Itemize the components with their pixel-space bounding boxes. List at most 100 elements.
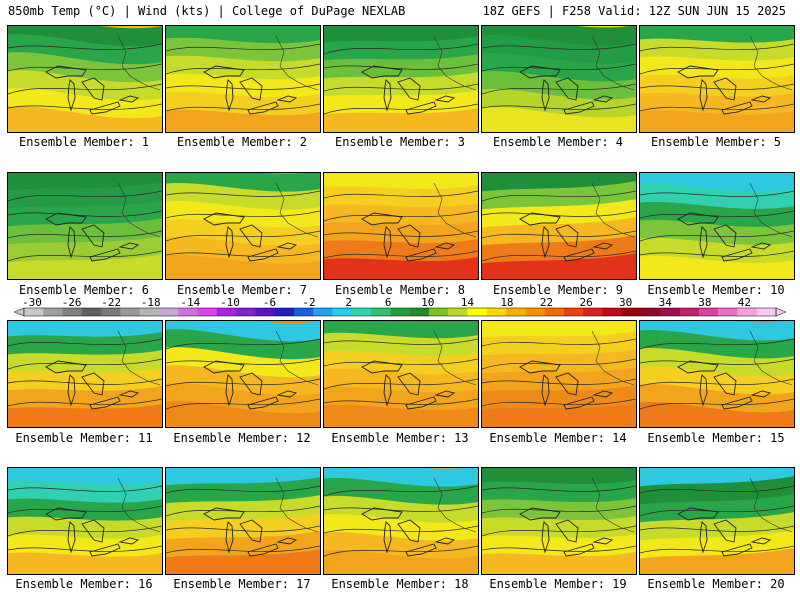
scale-swatch (544, 308, 565, 316)
ensemble-member-map (481, 467, 637, 575)
scale-swatch (583, 308, 603, 316)
member-label: Ensemble Member: 10 (647, 283, 785, 297)
member-label: Ensemble Member: 14 (489, 431, 627, 445)
scale-swatch (506, 308, 526, 316)
great-lakes-outline (203, 477, 319, 557)
scale-arrow-left (14, 307, 25, 317)
ensemble-member-map (323, 467, 479, 575)
ensemble-member-map (7, 467, 163, 575)
great-lakes-outline (203, 182, 319, 262)
great-lakes-outline (677, 330, 793, 410)
scale-swatch (139, 308, 160, 316)
scale-swatch (351, 308, 372, 316)
scale-tick-label: 42 (738, 297, 751, 309)
ensemble-member-map (481, 172, 637, 280)
temperature-field (324, 173, 478, 279)
scale-tick-label: -14 (180, 297, 200, 309)
member-label: Ensemble Member: 12 (173, 431, 311, 445)
member-label: Ensemble Member: 9 (492, 283, 624, 297)
scale-swatch (120, 308, 141, 316)
temperature-field (166, 468, 320, 574)
great-lakes-outline (361, 182, 477, 262)
great-lakes-outline (203, 330, 319, 410)
great-lakes-outline (361, 35, 477, 115)
ensemble-member-map (7, 320, 163, 428)
map-title: 850mb Temp (°C) | Wind (kts) | College o… (8, 4, 406, 18)
scale-swatch (390, 308, 411, 316)
scale-swatch (332, 308, 353, 316)
scale-swatch (428, 308, 449, 316)
member-label: Ensemble Member: 19 (489, 577, 627, 591)
temperature-field (166, 173, 320, 279)
scale-swatch (486, 308, 507, 316)
scale-tick-label: 34 (659, 297, 673, 309)
temperature-field (482, 26, 636, 132)
temperature-field (8, 173, 162, 279)
temperature-field (640, 26, 794, 132)
ensemble-member-map (639, 25, 795, 133)
scale-tick-label: 10 (421, 297, 434, 309)
scale-swatch (197, 308, 218, 316)
great-lakes-outline (45, 35, 161, 115)
great-lakes-outline (45, 477, 161, 557)
scale-swatch (24, 308, 44, 316)
member-label: Ensemble Member: 6 (18, 283, 150, 297)
scale-swatch (409, 308, 430, 316)
scale-swatch (274, 308, 295, 316)
scale-swatch (293, 308, 314, 316)
member-label: Ensemble Member: 17 (173, 577, 311, 591)
great-lakes-outline (519, 330, 635, 410)
scale-swatch (698, 308, 719, 316)
ensemble-member-map (7, 172, 163, 280)
scale-tick-label: 38 (698, 297, 711, 309)
scale-tick-label: -18 (141, 297, 161, 309)
color-scale-svg: -30 -26 -22 -18 -14 -10 -6 -2 2 6 10 14 18 22 26 30 34 38… (14, 297, 786, 317)
member-label: Ensemble Member: 2 (176, 135, 308, 149)
scale-swatch (371, 308, 391, 316)
scale-tick-label: -22 (101, 297, 121, 309)
member-label: Ensemble Member: 3 (334, 135, 466, 149)
temperature-field (640, 468, 794, 574)
scale-swatch (602, 308, 623, 316)
scale-swatch (467, 308, 488, 316)
ensemble-member-map (165, 25, 321, 133)
great-lakes-outline (677, 477, 793, 557)
scale-swatch (313, 308, 333, 316)
scale-arrow-right (775, 307, 786, 317)
scale-swatch (178, 308, 198, 316)
scale-swatch (236, 308, 256, 316)
great-lakes-outline (361, 477, 477, 557)
great-lakes-outline (45, 330, 161, 410)
scale-tick-label: 14 (461, 297, 475, 309)
ensemble-member-map (639, 467, 795, 575)
scale-swatch (660, 308, 680, 316)
scale-swatch (158, 308, 179, 316)
scale-swatch (525, 308, 546, 316)
temperature-field (482, 468, 636, 574)
member-label: Ensemble Member: 15 (647, 431, 785, 445)
member-label: Ensemble Member: 5 (650, 135, 782, 149)
member-label: Ensemble Member: 7 (176, 283, 308, 297)
scale-tick-label: 6 (385, 297, 392, 309)
scale-tick-label: -2 (302, 297, 315, 309)
member-label: Ensemble Member: 11 (15, 431, 153, 445)
ensemble-member-map (165, 467, 321, 575)
ensemble-member-map (165, 172, 321, 280)
ensemble-member-map (165, 320, 321, 428)
scale-tick-label: 22 (540, 297, 553, 309)
temperature-field (8, 468, 162, 574)
great-lakes-outline (677, 35, 793, 115)
temperature-field (166, 26, 320, 132)
great-lakes-outline (519, 182, 635, 262)
scale-tick-label: 30 (619, 297, 632, 309)
member-label: Ensemble Member: 16 (15, 577, 153, 591)
scale-tick-label: -10 (220, 297, 240, 309)
scale-swatch (718, 308, 738, 316)
ensemble-member-map (323, 172, 479, 280)
member-label: Ensemble Member: 4 (492, 135, 624, 149)
temperature-field (324, 321, 478, 427)
great-lakes-outline (519, 477, 635, 557)
scale-swatch (255, 308, 276, 316)
great-lakes-outline (361, 330, 477, 410)
scale-tick-label: 2 (345, 297, 352, 309)
